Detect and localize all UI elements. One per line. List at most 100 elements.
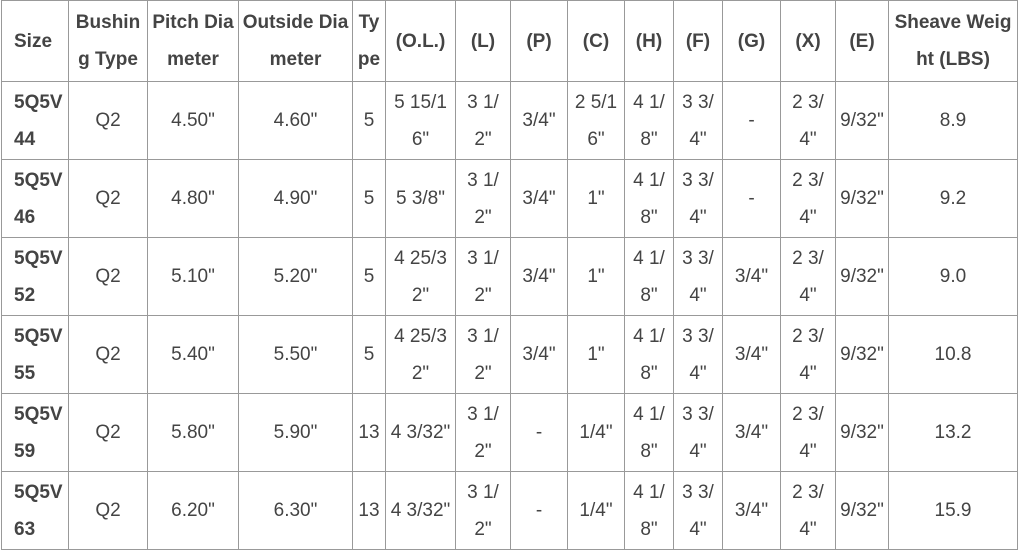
- table-cell: 5: [352, 315, 386, 394]
- table-cell: Q2: [68, 471, 148, 550]
- header-cell: (X): [780, 0, 836, 82]
- table-cell: 9/32": [835, 393, 889, 472]
- table-cell: 3 3/4": [673, 315, 723, 394]
- table-cell: 1/4": [567, 393, 625, 472]
- table-cell: 3/4": [722, 471, 781, 550]
- table-cell: -: [510, 393, 568, 472]
- table-cell: 3 1/2": [455, 315, 511, 394]
- table-cell: 5Q5V63: [1, 471, 69, 550]
- table-cell: 5.80": [147, 393, 239, 472]
- table-cell: 2 3/4": [780, 471, 836, 550]
- header-cell: (C): [567, 0, 625, 82]
- table-cell: 9/32": [835, 237, 889, 316]
- header-cell: Bushing Type: [68, 0, 148, 82]
- table-cell: 6.20": [147, 471, 239, 550]
- table-cell: 5 3/8": [385, 159, 456, 238]
- header-cell: Size: [1, 0, 69, 82]
- table-cell: 3 3/4": [673, 81, 723, 160]
- table-cell: 5Q5V44: [1, 81, 69, 160]
- table-cell: Q2: [68, 393, 148, 472]
- table-cell: 15.9: [888, 471, 1018, 550]
- header-cell: Type: [352, 0, 386, 82]
- header-cell: Pitch Diameter: [147, 0, 239, 82]
- table-cell: 5Q5V46: [1, 159, 69, 238]
- table-cell: 4.90": [238, 159, 353, 238]
- header-cell: Outside Diameter: [238, 0, 353, 82]
- table-cell: Q2: [68, 237, 148, 316]
- table-cell: 1/4": [567, 471, 625, 550]
- table-cell: 5.10": [147, 237, 239, 316]
- table-cell: 3/4": [510, 315, 568, 394]
- table-cell: 4.80": [147, 159, 239, 238]
- table-cell: 9.2: [888, 159, 1018, 238]
- table-cell: 3 3/4": [673, 237, 723, 316]
- table-row: 5Q5V59 Q2 5.80" 5.90" 13 4 3/32" 3 1/2" -1/4" 4 …: [1, 393, 1018, 472]
- table-cell: 5Q5V55: [1, 315, 69, 394]
- table-row: 5Q5V55 Q2 5.40" 5.50" 5 4 25/32" 3 1/2" 3/4" 1" 4…: [1, 315, 1018, 394]
- header-cell: (L): [455, 0, 511, 82]
- table-cell: 5Q5V52: [1, 237, 69, 316]
- table-cell: 5.50": [238, 315, 353, 394]
- table-cell: 3/4": [722, 237, 781, 316]
- header-cell: Sheave Weight (LBS): [888, 0, 1018, 82]
- table-row: 5Q5V44 Q2 4.50" 4.60" 5 5 15/16" 3 1/2" 3/4" 2 5…: [1, 81, 1018, 160]
- table-cell: 8.9: [888, 81, 1018, 160]
- table-cell: 3/4": [722, 315, 781, 394]
- table-cell: 3/4": [510, 159, 568, 238]
- header-cell: (E): [835, 0, 889, 82]
- table-cell: Q2: [68, 81, 148, 160]
- header-row: Size Bushing Type Pitch Diameter Outside Di…: [1, 0, 1018, 82]
- table-cell: 2 3/4": [780, 237, 836, 316]
- table-cell: 5.90": [238, 393, 353, 472]
- table-cell: 4 25/32": [385, 315, 456, 394]
- table-cell: 2 5/16": [567, 81, 625, 160]
- table-row: 5Q5V63 Q2 6.20" 6.30" 13 4 3/32" 3 1/2" -1/4" 4 …: [1, 471, 1018, 550]
- table-cell: 6.30": [238, 471, 353, 550]
- table-cell: Q2: [68, 315, 148, 394]
- table-cell: 4.60": [238, 81, 353, 160]
- table-cell: 3/4": [510, 81, 568, 160]
- header-cell: (P): [510, 0, 568, 82]
- table-cell: 4 1/8": [624, 237, 674, 316]
- table-cell: 3 1/2": [455, 81, 511, 160]
- table-cell: 3 3/4": [673, 393, 723, 472]
- header-cell: (G): [722, 0, 781, 82]
- table-cell: 4 3/32": [385, 471, 456, 550]
- table-cell: 4 1/8": [624, 315, 674, 394]
- table-cell: 3/4": [510, 237, 568, 316]
- table-cell: -: [510, 471, 568, 550]
- table-cell: 10.8: [888, 315, 1018, 394]
- table-cell: 9/32": [835, 81, 889, 160]
- table-cell: 3 1/2": [455, 393, 511, 472]
- table-cell: 5: [352, 237, 386, 316]
- table-cell: 5Q5V59: [1, 393, 69, 472]
- table-cell: 5: [352, 81, 386, 160]
- table-cell: 3 1/2": [455, 159, 511, 238]
- table-cell: 5.20": [238, 237, 353, 316]
- table-cell: 2 3/4": [780, 315, 836, 394]
- table-cell: 2 3/4": [780, 159, 836, 238]
- table-cell: 4 1/8": [624, 159, 674, 238]
- table-cell: 5: [352, 159, 386, 238]
- table-cell: 9/32": [835, 471, 889, 550]
- table-cell: 5.40": [147, 315, 239, 394]
- header-cell: (F): [673, 0, 723, 82]
- table-cell: 4 3/32": [385, 393, 456, 472]
- table-cell: 3 3/4": [673, 159, 723, 238]
- header-cell: (O.L.): [385, 0, 456, 82]
- table-cell: 4 1/8": [624, 393, 674, 472]
- table-cell: 9.0: [888, 237, 1018, 316]
- table-cell: 9/32": [835, 159, 889, 238]
- table-cell: 1": [567, 237, 625, 316]
- table-cell: 9/32": [835, 315, 889, 394]
- table-cell: 4 25/32": [385, 237, 456, 316]
- table-cell: -: [722, 81, 781, 160]
- table-cell: 13: [352, 393, 386, 472]
- header-cell: (H): [624, 0, 674, 82]
- table-cell: 3/4": [722, 393, 781, 472]
- table-cell: 13: [352, 471, 386, 550]
- table-cell: 4 1/8": [624, 81, 674, 160]
- table-cell: 1": [567, 315, 625, 394]
- table-body: 5Q5V44 Q2 4.50" 4.60" 5 5 15/16" 3 1/2" 3/4" 2 5…: [1, 81, 1018, 550]
